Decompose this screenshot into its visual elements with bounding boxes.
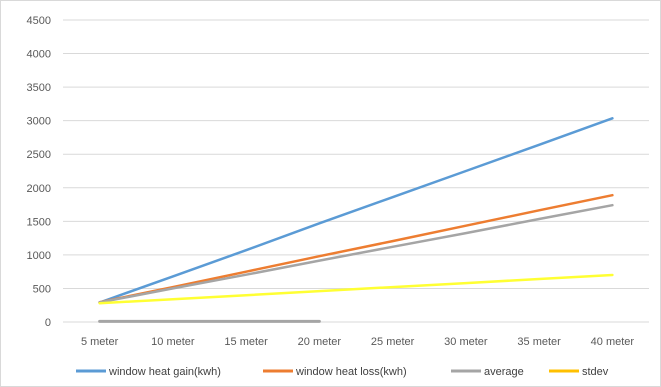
x-tick-label: 25 meter xyxy=(371,336,415,348)
y-tick-label: 1500 xyxy=(27,216,51,228)
y-tick-label: 4500 xyxy=(27,15,51,27)
legend-label: average xyxy=(484,366,524,378)
x-tick-label: 40 meter xyxy=(591,336,635,348)
x-tick-label: 35 meter xyxy=(517,336,561,348)
y-tick-label: 4000 xyxy=(27,49,51,61)
series-line-stdev xyxy=(98,273,614,305)
legend-label: stdev xyxy=(582,366,609,378)
legend: window heat gain(kwh) window heat loss(kw… xyxy=(76,366,609,378)
y-tick-label: 500 xyxy=(33,283,51,295)
x-tick-label: 20 meter xyxy=(298,336,342,348)
series-line-average xyxy=(98,203,614,304)
y-axis-tick-labels: 0 500 1000 1500 2000 2500 3000 3500 4000 4500 xyxy=(27,15,51,329)
series-layer xyxy=(98,117,614,323)
y-tick-label: 2500 xyxy=(27,149,51,161)
x-tick-label: 5 meter xyxy=(81,336,119,348)
legend-label: window heat gain(kwh) xyxy=(108,366,221,378)
y-tick-label: 3000 xyxy=(27,116,51,128)
x-axis-tick-labels: 5 meter 10 meter 15 meter 20 meter 25 meter 3… xyxy=(81,336,634,348)
x-tick-label: 30 meter xyxy=(444,336,488,348)
y-tick-label: 3500 xyxy=(27,82,51,94)
y-tick-label: 2000 xyxy=(27,183,51,195)
series-line-window-heat-gain-kwh xyxy=(98,117,614,304)
y-tick-label: 0 xyxy=(45,317,51,329)
y-tick-label: 1000 xyxy=(27,250,51,262)
x-tick-label: 15 meter xyxy=(224,336,268,348)
series-line-window-heat-loss-kwh xyxy=(98,193,614,304)
x-tick-label: 10 meter xyxy=(151,336,195,348)
legend-label: window heat loss(kwh) xyxy=(295,366,407,378)
